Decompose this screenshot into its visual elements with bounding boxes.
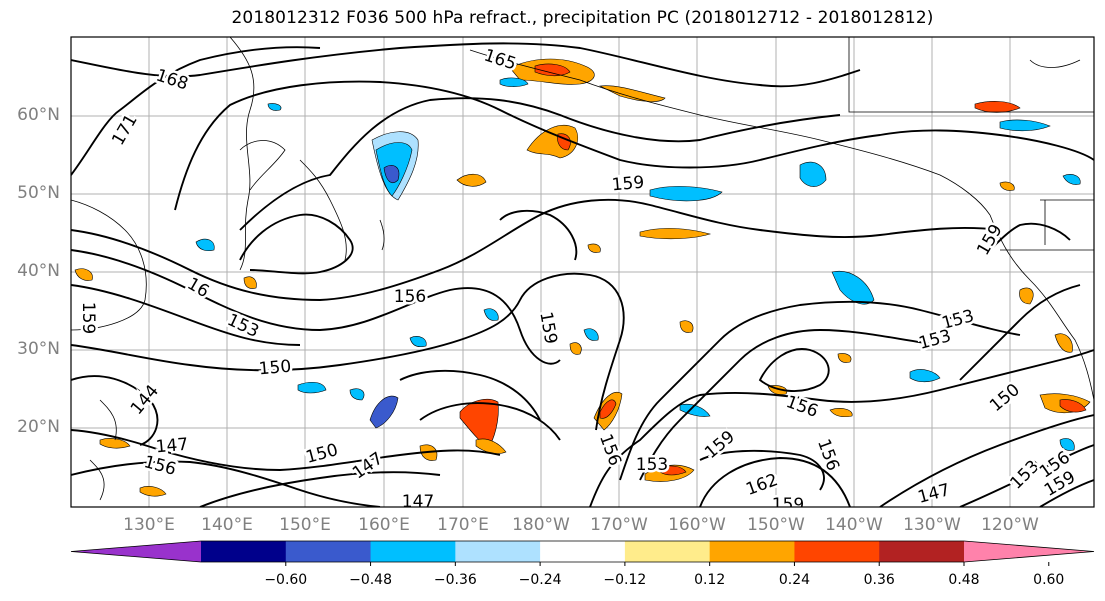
- refractivity-contours: [71, 42, 1094, 507]
- colorbar-outline: [70, 540, 1095, 563]
- colorbar-tick-label: 0.60: [1033, 572, 1065, 588]
- longitude-label: 160°E: [358, 515, 410, 535]
- contour-label: 153: [636, 455, 668, 475]
- colorbar-segment: [794, 541, 880, 562]
- colorbar-tick-label: 0.48: [948, 572, 980, 588]
- longitude-label: 170°E: [437, 515, 489, 535]
- colorbar-extend-low: [71, 541, 201, 562]
- colorbar: [70, 540, 1095, 566]
- colorbar-tick-label: −0.48: [349, 572, 392, 588]
- contour-label: 159: [772, 495, 804, 515]
- contour-label: 147: [402, 492, 434, 512]
- longitude-label: 120°W: [981, 515, 1039, 535]
- contour-label: 156: [394, 287, 426, 307]
- colorbar-tick-label: 0.24: [778, 572, 811, 588]
- contour-label-halo: 147: [402, 492, 434, 512]
- colorbar-segment: [879, 541, 965, 562]
- longitude-label: 160°W: [668, 515, 726, 535]
- longitude-label: 150°W: [747, 515, 805, 535]
- longitude-label: 140°W: [825, 515, 883, 535]
- colorbar-segment: [540, 541, 626, 562]
- contour-label: 159: [611, 173, 645, 196]
- longitude-label: 140°E: [201, 515, 253, 535]
- precip-shading: [74, 58, 1091, 497]
- colorbar-tick-label: −0.60: [264, 572, 308, 588]
- longitude-label: 170°W: [590, 515, 648, 535]
- latitude-label: 50°N: [17, 183, 60, 203]
- colorbar-extend-high: [964, 541, 1094, 562]
- longitude-label: 130°E: [123, 515, 175, 535]
- coastlines: [71, 37, 1094, 501]
- colorbar-segment: [624, 541, 711, 562]
- contour-label-halo: 156: [394, 287, 426, 307]
- colorbar-tick-label: −0.36: [433, 572, 477, 588]
- longitude-label: 150°E: [279, 515, 331, 535]
- colorbar-segment: [455, 541, 541, 562]
- latitude-label: 20°N: [17, 417, 60, 437]
- map-title: 2018012312 F036 500 hPa refract., precip…: [231, 8, 934, 28]
- contour-label-halo: 153: [636, 455, 668, 475]
- longitude-label: 130°W: [903, 515, 961, 535]
- contour-label-halo: 159: [772, 495, 804, 515]
- contour-label: 159: [78, 302, 98, 334]
- latitude-label: 30°N: [17, 339, 60, 359]
- longitude-label: 180°W: [512, 515, 570, 535]
- colorbar-tick-label: 0.36: [863, 572, 895, 588]
- colorbar-tick-label: −0.12: [603, 572, 647, 588]
- colorbar-segment: [285, 541, 372, 562]
- colorbar-segment: [201, 541, 287, 562]
- contour-label: 147: [155, 435, 189, 458]
- contour-label: 150: [258, 357, 292, 380]
- latitude-label: 60°N: [17, 105, 60, 125]
- colorbar-segment: [370, 541, 456, 562]
- colorbar-segment: [709, 541, 795, 562]
- colorbar-tick-label: −0.24: [518, 572, 562, 588]
- contour-label-halo: 159: [78, 302, 98, 334]
- latitude-label: 40°N: [17, 261, 60, 281]
- colorbar-tick-label: 0.12: [694, 572, 726, 588]
